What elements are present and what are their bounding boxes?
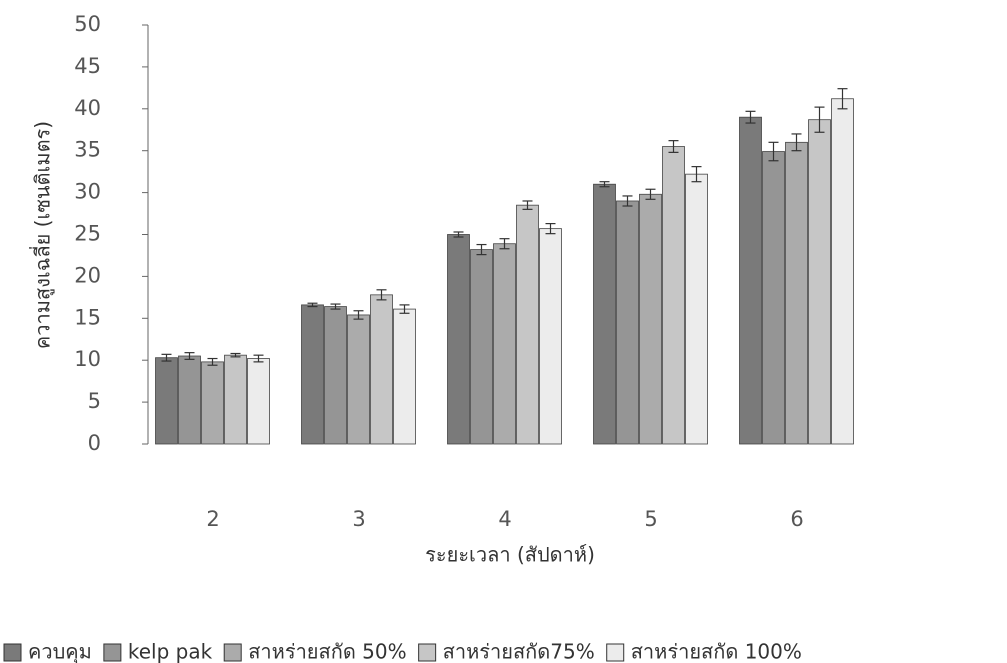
bar [248, 359, 270, 444]
y-tick-label: 45 [74, 54, 101, 78]
bar [832, 99, 854, 444]
bar [540, 229, 562, 444]
legend-label: kelp pak [128, 640, 213, 663]
legend-swatch [224, 644, 241, 661]
y-tick-label: 50 [74, 12, 101, 36]
legend-swatch [4, 644, 21, 661]
y-tick-label: 10 [74, 347, 101, 371]
x-tick-label: 2 [206, 507, 219, 531]
bar [763, 152, 785, 444]
legend-label: สาหร่ายสกัด 100% [631, 640, 802, 663]
legend-label: สาหร่ายสกัด 50% [248, 640, 406, 663]
y-axis-label: ความสูงเฉลี่ย (เซนติเมตร) [29, 121, 56, 349]
bar [786, 142, 808, 444]
bar [179, 356, 201, 444]
x-tick-label: 3 [352, 507, 365, 531]
legend-label: สาหร่ายสกัด75% [443, 640, 595, 663]
bar [302, 305, 324, 444]
bar [740, 117, 762, 444]
y-tick-label: 30 [74, 180, 101, 204]
bar [225, 355, 247, 444]
y-tick-label: 25 [74, 222, 101, 246]
legend-swatch [607, 644, 624, 661]
legend-swatch [104, 644, 121, 661]
legend-swatch [419, 644, 436, 661]
y-tick-label: 40 [74, 96, 101, 120]
legend-label: ควบคุม [28, 640, 92, 663]
x-tick-label: 4 [498, 507, 511, 531]
bar [448, 235, 470, 445]
bar [617, 201, 639, 444]
y-tick-label: 35 [74, 138, 101, 162]
y-tick-label: 20 [74, 263, 101, 287]
bar [394, 309, 416, 444]
bar [371, 295, 393, 444]
chart: ระยะเวลา (สัปดาห์) ความสูงเฉลี่ย (เซนติเ… [0, 0, 1007, 663]
bar [809, 120, 831, 444]
bar [202, 362, 224, 444]
bar [594, 184, 616, 444]
x-axis-label: ระยะเวลา (สัปดาห์) [425, 543, 595, 567]
x-tick-label: 6 [790, 507, 803, 531]
x-tick-label: 5 [644, 507, 657, 531]
bar [471, 250, 493, 444]
bar [156, 358, 178, 444]
y-tick-label: 15 [74, 305, 101, 329]
y-tick-label: 5 [88, 389, 101, 413]
bar [686, 174, 708, 444]
bar [663, 147, 685, 444]
y-tick-label: 0 [88, 431, 101, 455]
bar [325, 307, 347, 444]
bar [517, 205, 539, 444]
bar [640, 194, 662, 444]
bar [494, 244, 516, 444]
bar [348, 315, 370, 444]
